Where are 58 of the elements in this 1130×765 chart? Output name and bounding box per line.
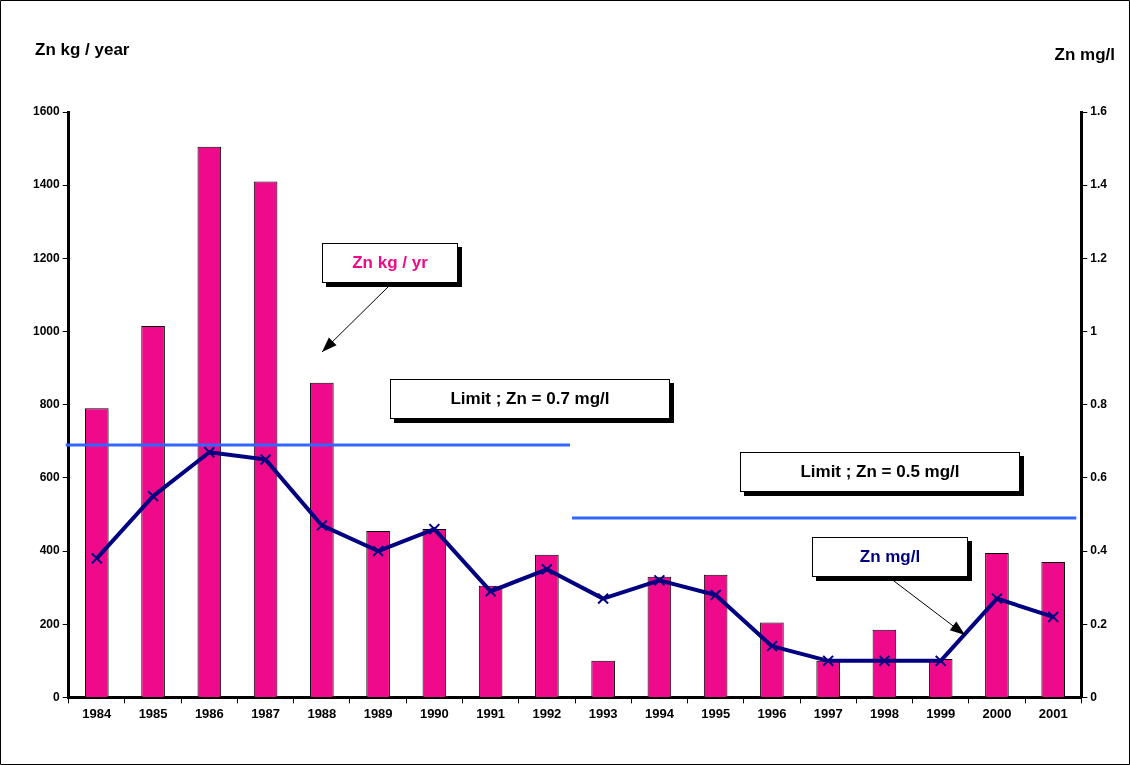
y2-tick-label: 0.8 <box>1090 397 1108 412</box>
point <box>765 640 778 653</box>
point <box>990 592 1003 605</box>
y2-tick-label: 1.2 <box>1090 250 1108 265</box>
x-tick-label: 1985 <box>138 705 168 721</box>
y-tick-label: 800 <box>39 397 61 412</box>
y-tick-label: 0 <box>53 689 61 704</box>
x-tick-label: 1990 <box>419 705 449 721</box>
y-tick-label: 1400 <box>32 177 61 192</box>
x-tick-label: 1999 <box>926 705 956 721</box>
y-tick-label: 600 <box>39 470 61 485</box>
point <box>1047 610 1060 623</box>
y-tick-label: 1000 <box>32 323 61 338</box>
y-axis-title: Zn kg / year <box>35 39 130 59</box>
point <box>653 574 666 587</box>
x-tick-label: 1987 <box>251 705 281 721</box>
y-tick-label: 1600 <box>32 104 61 119</box>
y2-tick-label: 1.6 <box>1090 104 1108 119</box>
ref-line-label: Limit ; Zn = 0.5 mg/l <box>800 462 960 483</box>
y2-tick-label: 1 <box>1090 323 1098 338</box>
point <box>878 654 891 667</box>
y-tick-label: 400 <box>39 543 61 558</box>
x-tick-label: 1989 <box>363 705 393 721</box>
x-tick-label: 1997 <box>813 705 843 721</box>
y-tick-label: 1200 <box>32 250 61 265</box>
point <box>934 654 947 667</box>
x-tick-label: 1996 <box>757 705 787 721</box>
y2-tick-label: 0.4 <box>1090 543 1108 558</box>
y2-tick-label: 1.4 <box>1090 177 1108 192</box>
point <box>147 490 160 503</box>
point <box>709 589 722 601</box>
x-tick-label: 1998 <box>869 705 899 721</box>
x-tick-label: 2000 <box>982 705 1012 721</box>
x-tick-label: 1994 <box>644 705 675 721</box>
x-tick-label: 1986 <box>194 705 224 721</box>
point <box>597 592 610 605</box>
point <box>259 453 272 466</box>
point <box>315 519 328 532</box>
x-tick-label: 1984 <box>82 705 113 721</box>
y2-tick-label: 0 <box>1090 689 1098 704</box>
point <box>484 585 497 598</box>
x-tick-label: 1992 <box>532 705 562 721</box>
ref-line-label: Limit ; Zn = 0.7 mg/l <box>450 388 610 409</box>
point <box>540 563 553 576</box>
y-tick-label: 200 <box>39 616 61 631</box>
x-tick-label: 1991 <box>476 705 506 721</box>
x-tick-label: 1988 <box>307 705 337 721</box>
point <box>372 545 385 557</box>
x-tick-label: 1993 <box>588 705 618 721</box>
y2-tick-label: 0.2 <box>1090 616 1108 631</box>
x-tick-label: 1995 <box>701 705 731 721</box>
point <box>822 654 835 667</box>
point <box>90 552 103 565</box>
y2-tick-label: 0.6 <box>1090 470 1108 485</box>
point <box>203 446 216 459</box>
x-tick-label: 2001 <box>1038 705 1068 721</box>
point <box>428 523 441 536</box>
y2-axis-title: Zn mg/l <box>1054 44 1115 64</box>
